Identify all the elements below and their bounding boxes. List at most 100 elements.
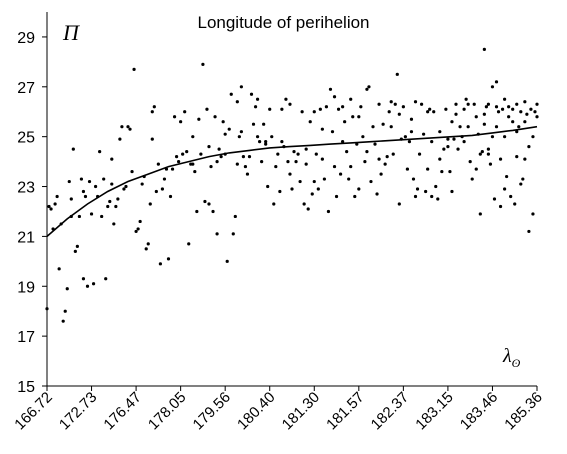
data-point — [341, 140, 345, 144]
data-point — [108, 199, 112, 204]
data-point — [168, 194, 173, 199]
data-point — [207, 145, 211, 149]
data-point — [519, 110, 523, 114]
trend-line — [46, 125, 538, 238]
data-point — [446, 137, 450, 141]
data-point — [478, 152, 482, 156]
data-point — [440, 169, 444, 174]
data-point — [320, 127, 324, 131]
data-point — [452, 137, 456, 141]
data-point — [328, 87, 333, 91]
data-point — [262, 122, 266, 126]
data-point — [258, 140, 262, 144]
data-point — [49, 207, 53, 211]
data-point — [373, 142, 377, 146]
data-point — [223, 132, 227, 136]
data-point — [336, 107, 341, 111]
y-tick-label: 17 — [17, 329, 35, 346]
data-point — [326, 209, 331, 214]
data-point — [280, 140, 284, 144]
data-point — [245, 172, 250, 176]
data-point — [290, 187, 294, 191]
data-point — [515, 130, 519, 134]
data-point — [215, 232, 219, 236]
data-point — [367, 85, 371, 89]
data-point — [130, 169, 134, 174]
data-point — [361, 135, 365, 139]
data-point — [446, 145, 450, 149]
data-point — [235, 100, 239, 104]
data-point — [490, 135, 495, 139]
data-point — [150, 110, 154, 114]
data-point — [498, 204, 503, 209]
data-point — [81, 189, 86, 194]
data-point — [231, 232, 235, 236]
data-point — [507, 115, 511, 119]
data-point — [239, 85, 243, 89]
data-point — [255, 135, 260, 139]
data-point — [456, 147, 460, 151]
data-point — [363, 160, 367, 164]
data-point — [235, 162, 239, 166]
data-point — [312, 179, 316, 184]
data-point — [486, 147, 491, 151]
data-point — [225, 259, 229, 263]
data-point — [357, 115, 361, 119]
y-tick-label: 23 — [17, 180, 35, 197]
data-point — [432, 110, 436, 114]
data-point — [302, 202, 306, 206]
x-tick-label: 176.47 — [100, 389, 144, 433]
data-point — [375, 192, 379, 196]
data-point — [304, 162, 308, 166]
data-point — [181, 152, 185, 156]
trend-line-group — [46, 125, 538, 238]
data-point — [75, 244, 79, 248]
data-point — [377, 102, 381, 106]
data-point — [430, 140, 434, 144]
x-tick-label: 183.15 — [412, 389, 456, 433]
data-point — [304, 147, 308, 151]
data-point — [87, 179, 92, 184]
data-point — [71, 147, 75, 151]
data-point — [298, 179, 302, 184]
data-point — [288, 172, 292, 176]
data-point — [351, 115, 355, 119]
data-point — [488, 162, 493, 166]
data-point — [334, 194, 339, 199]
y-ticks: 15 17 19 21 23 25 27 29 — [17, 30, 47, 396]
data-point — [45, 307, 49, 311]
data-point — [395, 72, 399, 76]
data-point — [83, 194, 88, 199]
data-point — [419, 102, 424, 106]
data-point — [438, 130, 442, 134]
data-point — [191, 135, 195, 139]
data-point — [462, 140, 466, 144]
data-point — [486, 102, 491, 106]
data-point — [474, 115, 478, 119]
data-point — [468, 160, 472, 164]
data-point — [310, 192, 314, 196]
data-point — [345, 150, 349, 154]
data-point — [63, 309, 67, 313]
data-point — [93, 184, 98, 189]
data-point — [219, 155, 223, 159]
data-point — [183, 110, 187, 114]
data-point — [434, 184, 438, 189]
data-point — [507, 105, 511, 109]
data-point — [503, 187, 507, 191]
data-point — [296, 152, 300, 156]
data-point — [535, 102, 539, 106]
data-point — [393, 102, 397, 106]
data-point — [486, 152, 491, 156]
x-tick-label: 178.05 — [145, 389, 189, 433]
data-point — [466, 102, 470, 106]
data-point — [79, 177, 84, 181]
data-point — [496, 110, 501, 114]
data-point — [383, 162, 387, 166]
data-point — [478, 212, 482, 216]
data-point — [294, 160, 298, 164]
data-point — [217, 147, 221, 151]
data-point — [89, 212, 94, 216]
data-point — [118, 137, 122, 141]
data-point — [215, 160, 219, 164]
